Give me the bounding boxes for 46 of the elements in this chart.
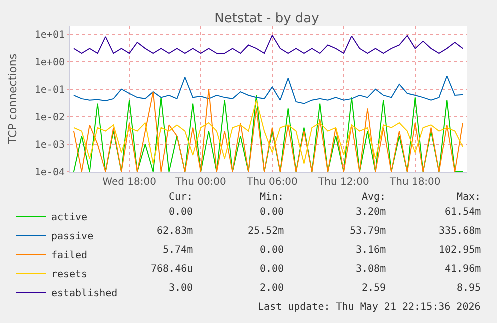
legend-label: resets: [51, 269, 88, 280]
text: 5.74m: [163, 245, 194, 256]
y-tick-label: 1e-01: [34, 84, 65, 96]
legend-label: active: [51, 212, 88, 224]
text: 62.83m: [157, 226, 194, 237]
text: 768.46u: [151, 264, 194, 275]
text: 53.79m: [350, 226, 386, 237]
text: Cur:: [169, 192, 194, 203]
line-series: [73, 100, 464, 164]
line-series: [73, 76, 464, 104]
text: 61.54m: [445, 207, 482, 218]
chart-title: Netstat - by day: [214, 12, 320, 27]
text: 41.96m: [445, 264, 482, 275]
text: 102.95m: [439, 245, 482, 256]
text: Max:: [457, 192, 482, 203]
y-tick-label: 1e-04: [34, 168, 65, 178]
legend-label: passive: [51, 231, 94, 242]
text: 8.95: [457, 283, 482, 294]
x-tick-label: Wed 18:00: [102, 177, 156, 188]
text: 2.00: [260, 283, 284, 294]
text: 3.08m: [356, 264, 386, 275]
text: 3.00: [169, 283, 194, 294]
text: 25.52m: [248, 226, 284, 237]
text: 335.68m: [439, 226, 482, 237]
y-tick-label: 1e-03: [34, 140, 65, 151]
text: Min:: [260, 192, 284, 203]
text: 0.00: [260, 245, 284, 256]
y-tick-label: 1e+01: [34, 30, 65, 41]
x-tick-label: Thu 18:00: [389, 177, 441, 188]
text: 2.59: [362, 283, 386, 294]
text: 0.00: [260, 207, 284, 218]
y-tick-label: 1e-02: [34, 112, 65, 124]
text: Last update: Thu May 21 22:15:36 2026: [258, 302, 481, 313]
legend-label: failed: [51, 250, 88, 262]
y-axis-title: TCP connections: [6, 54, 20, 146]
legend-label: established: [51, 288, 118, 300]
text: 0.00: [260, 264, 284, 275]
x-tick-label: Thu 00:00: [174, 177, 226, 188]
line-series: [73, 35, 464, 54]
y-tick-label: 1e+00: [34, 57, 65, 68]
x-tick-label: Thu 06:00: [246, 177, 298, 188]
text: 0.00: [169, 207, 194, 218]
text: 3.16m: [356, 245, 386, 256]
text: 3.20m: [356, 207, 386, 218]
text: Avg:: [362, 192, 386, 203]
x-tick-label: Thu 12:00: [318, 177, 370, 188]
